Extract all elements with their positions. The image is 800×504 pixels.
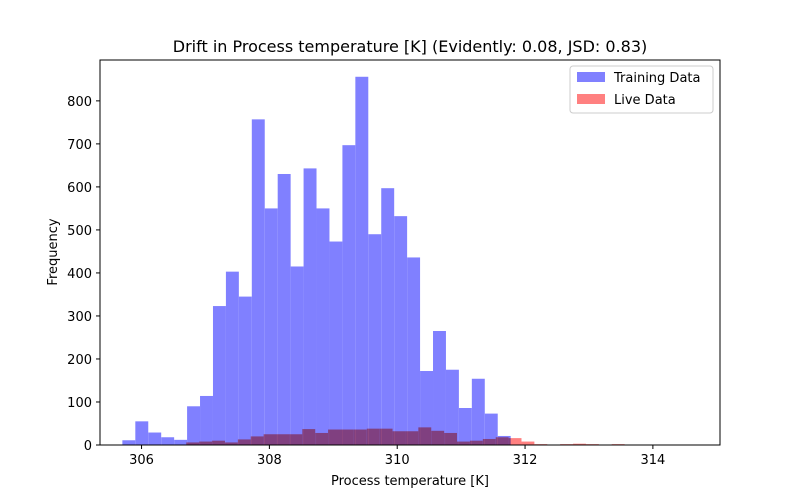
histogram-bar [355,77,368,445]
histogram-bar [407,257,420,445]
histogram-bar [265,208,278,445]
legend-label-live: Live Data [614,93,676,108]
histogram-bar [329,242,342,445]
histogram-bar [187,406,200,445]
histogram-bar [278,174,291,445]
y-tick-label: 100 [67,396,92,411]
histogram-bar [431,431,444,445]
histogram-bar [496,437,509,445]
y-tick-label: 0 [84,439,92,454]
histogram-bar [302,429,315,445]
x-tick-label: 310 [385,453,410,468]
histogram-bar [394,216,407,445]
y-tick-label: 200 [67,353,92,368]
histogram-bar [122,440,135,445]
histogram-bar [509,438,522,445]
histogram-bar [252,119,265,445]
x-tick-label: 314 [640,453,665,468]
histogram-bar [317,208,330,445]
chart-title: Drift in Process temperature [K] (Eviden… [173,37,647,56]
y-tick-label: 700 [67,138,92,153]
histogram-bar [226,272,239,445]
histogram-bar [289,434,302,445]
y-tick-label: 400 [67,267,92,282]
histogram-bar [200,396,213,445]
histogram-bar [199,442,212,445]
y-axis-label: Frequency [46,218,61,285]
histogram-bar [174,440,187,445]
histogram-bar [213,306,226,445]
x-axis-label: Process temperature [K] [331,474,489,489]
y-tick-label: 500 [67,224,92,239]
histogram-bar [368,234,381,445]
histogram-bar [277,434,290,445]
legend-swatch-live [577,94,605,104]
y-tick-label: 800 [67,95,92,110]
histogram-bar [212,441,225,445]
histogram-bar [521,442,534,445]
histogram-bar [238,439,251,445]
histogram-bar [470,441,483,445]
histogram-bar [367,429,380,445]
x-tick-label: 312 [513,453,538,468]
legend-label-training: Training Data [613,71,700,86]
y-tick-label: 300 [67,310,92,325]
histogram-bar [161,437,174,445]
histogram-bar [264,434,277,445]
histogram-bar [239,297,252,445]
histogram-bar [328,430,341,445]
histogram-bar [418,427,431,445]
histogram-bar [135,421,148,445]
histogram-bar [405,431,418,445]
histogram-bar [472,379,485,445]
histogram-bar [483,439,496,445]
histogram-bar [457,442,470,445]
histogram-bar [315,433,328,445]
histogram-bar [148,433,161,445]
histogram-bar [393,431,406,445]
histogram-bar [354,430,367,445]
legend-swatch-training [577,72,605,82]
histogram-bar [342,145,355,445]
y-tick-label: 600 [67,181,92,196]
histogram-bar [291,266,304,445]
histogram-bar [304,168,317,445]
histogram-bar [380,429,393,445]
histogram-bar [341,430,354,445]
histogram-bar [251,436,264,445]
histogram-bar [459,408,472,445]
histogram-bar [381,188,394,445]
x-tick-label: 306 [129,453,154,468]
histogram-bar [433,331,446,445]
x-tick-label: 308 [257,453,282,468]
legend: Training Data Live Data [570,66,713,113]
histogram-bar [444,433,457,445]
